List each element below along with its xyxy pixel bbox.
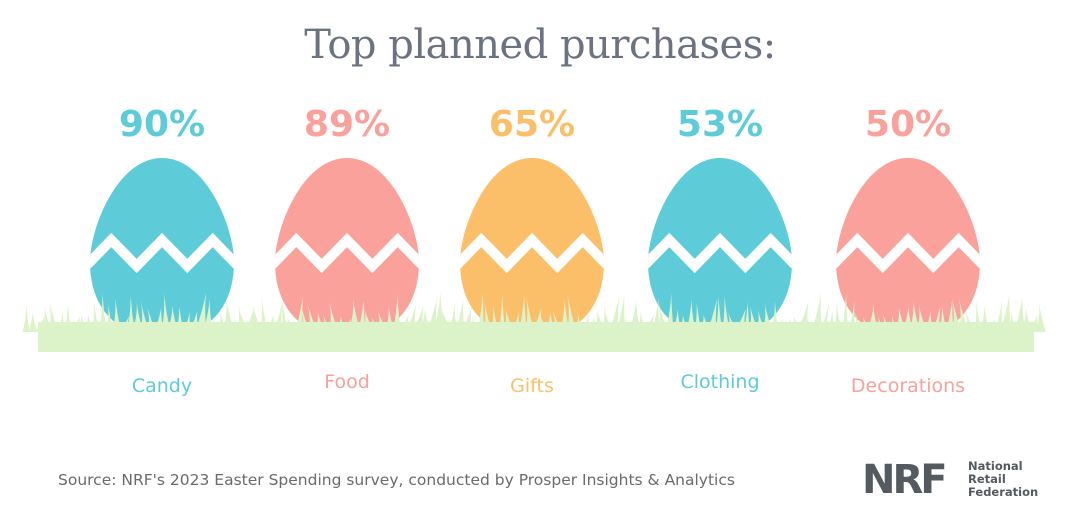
logo-name-line: Retail	[968, 472, 1006, 486]
egg-food	[275, 158, 419, 338]
grass-layer	[22, 292, 1046, 352]
category-label: Decorations	[851, 375, 965, 397]
egg-shell	[275, 158, 419, 338]
category-label: Food	[324, 371, 370, 393]
logo-name-line: National	[968, 459, 1023, 473]
egg-zigzag-band	[460, 232, 604, 274]
nrf-logo: NRF National Retail Federation	[862, 456, 1052, 504]
egg-shell	[90, 158, 234, 338]
logo-name: National Retail Federation	[968, 460, 1038, 499]
egg-shell	[836, 158, 980, 338]
value-label: 89%	[304, 104, 390, 145]
egg-gifts	[460, 158, 604, 338]
source-note: Source: NRF's 2023 Easter Spending surve…	[58, 471, 735, 489]
egg-clothing	[648, 158, 792, 338]
value-label: 90%	[119, 104, 205, 145]
egg-zigzag-band	[90, 232, 234, 274]
category-label: Gifts	[510, 375, 554, 397]
egg-zigzag-band	[648, 232, 792, 274]
egg-decorations	[836, 158, 980, 338]
egg-shell	[648, 158, 792, 338]
egg-candy	[90, 158, 234, 338]
value-label: 50%	[865, 104, 951, 145]
category-label: Candy	[132, 375, 192, 397]
logo-name-line: Federation	[968, 485, 1039, 499]
labels-layer: 90% Candy 89% Food 65% Gifts 53% Clothing 50% Dec…	[119, 104, 965, 397]
egg-zigzag-band	[275, 232, 419, 274]
egg-zigzag-band	[836, 232, 980, 274]
value-label: 65%	[489, 104, 575, 145]
logo-mark: NRF	[862, 457, 948, 503]
value-label: 53%	[677, 104, 763, 145]
category-label: Clothing	[680, 371, 759, 393]
grass-blades	[22, 292, 1046, 332]
egg-chart: 90% Candy 89% Food 65% Gifts 53% Clothing 50% Dec…	[22, 104, 1046, 397]
egg-shell	[460, 158, 604, 338]
chart-title: Top planned purchases:	[304, 22, 776, 68]
eggs-layer	[90, 158, 980, 338]
